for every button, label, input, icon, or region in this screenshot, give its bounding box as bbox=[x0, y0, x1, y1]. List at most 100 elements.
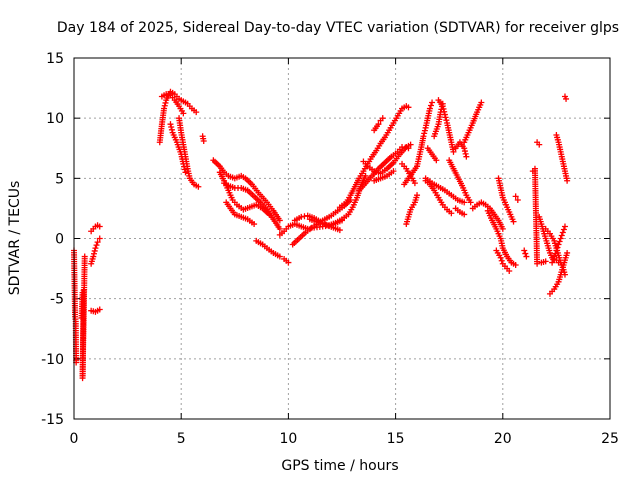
data-point bbox=[420, 133, 427, 140]
data-point bbox=[427, 102, 434, 109]
data-point bbox=[552, 250, 559, 257]
data-point bbox=[426, 105, 433, 112]
y-tick-label: -5 bbox=[50, 292, 64, 308]
x-tick-label: 5 bbox=[177, 431, 186, 447]
data-point bbox=[96, 306, 103, 313]
data-point bbox=[506, 267, 513, 274]
data-point bbox=[251, 221, 258, 228]
data-point bbox=[462, 150, 469, 157]
data-point bbox=[521, 247, 528, 254]
data-point bbox=[461, 145, 468, 152]
data-point bbox=[478, 99, 485, 106]
data-point bbox=[421, 127, 428, 134]
y-tick-label: -15 bbox=[41, 412, 64, 428]
data-point bbox=[390, 168, 397, 175]
data-point bbox=[498, 257, 505, 264]
data-point bbox=[542, 258, 549, 265]
data-point bbox=[561, 223, 568, 230]
data-point bbox=[554, 244, 561, 251]
data-point bbox=[407, 141, 414, 148]
data-point bbox=[497, 254, 504, 261]
data-point bbox=[276, 225, 283, 232]
data-point bbox=[433, 157, 440, 164]
ticks: 0 5 10 15 20 25 -15 -10 -5 0 5 10 15 bbox=[41, 51, 619, 447]
data-point bbox=[550, 256, 557, 263]
data-point bbox=[411, 180, 418, 187]
data-point bbox=[555, 241, 562, 248]
data-point bbox=[182, 169, 189, 176]
data-point bbox=[463, 153, 470, 160]
data-point bbox=[512, 193, 519, 200]
data-point bbox=[429, 99, 436, 106]
data-point bbox=[161, 102, 168, 109]
y-tick-label: 5 bbox=[55, 171, 64, 187]
y-tick-label: 0 bbox=[55, 232, 64, 248]
data-point bbox=[96, 235, 103, 242]
data-point bbox=[200, 138, 207, 145]
data-point bbox=[523, 253, 530, 260]
data-point bbox=[443, 117, 450, 124]
y-tick-label: 10 bbox=[46, 111, 64, 127]
x-axis-label: GPS time / hours bbox=[281, 458, 398, 474]
data-point bbox=[180, 110, 187, 117]
data-point bbox=[161, 105, 168, 112]
data-point bbox=[536, 141, 543, 148]
data-point bbox=[556, 238, 563, 245]
data-point bbox=[181, 166, 188, 173]
data-point bbox=[405, 104, 412, 111]
data-point bbox=[534, 260, 541, 267]
plot-frame bbox=[73, 57, 611, 420]
data-point bbox=[559, 229, 566, 236]
data-point bbox=[91, 250, 98, 257]
data-point bbox=[90, 253, 97, 260]
y-tick-label: 15 bbox=[46, 51, 64, 67]
data-point bbox=[461, 148, 468, 155]
data-point bbox=[467, 199, 474, 206]
data-point bbox=[414, 192, 421, 199]
x-tick-label: 25 bbox=[601, 431, 619, 447]
x-tick-label: 0 bbox=[70, 431, 79, 447]
data-point bbox=[557, 235, 564, 242]
data-point bbox=[442, 114, 449, 121]
data-point bbox=[564, 249, 571, 256]
data-point bbox=[439, 103, 446, 110]
data-point bbox=[551, 253, 558, 260]
data-point bbox=[195, 183, 202, 190]
data-point bbox=[448, 210, 455, 217]
data-point bbox=[96, 223, 103, 230]
data-point bbox=[561, 271, 568, 278]
data-point bbox=[514, 196, 521, 203]
data-point bbox=[440, 105, 447, 112]
data-point bbox=[362, 172, 369, 179]
chart-title: Day 184 of 2025, Sidereal Day-to-day VTE… bbox=[57, 20, 619, 36]
data-point bbox=[558, 232, 565, 239]
data-point bbox=[522, 250, 529, 257]
data-point bbox=[94, 239, 101, 246]
y-tick-label: -10 bbox=[41, 352, 64, 368]
data-point bbox=[168, 126, 175, 133]
data-point bbox=[336, 227, 343, 234]
data-point bbox=[461, 199, 468, 206]
data-point bbox=[563, 95, 570, 102]
data-point bbox=[510, 218, 517, 225]
data-point bbox=[276, 217, 283, 224]
data-point bbox=[81, 253, 88, 260]
data-point bbox=[499, 225, 506, 232]
data-point bbox=[92, 245, 99, 252]
x-tick-label: 10 bbox=[279, 431, 297, 447]
x-tick-label: 15 bbox=[387, 431, 405, 447]
data-point bbox=[560, 226, 567, 233]
data-point bbox=[168, 123, 175, 130]
data-point bbox=[450, 148, 457, 155]
data-point bbox=[167, 121, 174, 128]
data-point bbox=[375, 121, 382, 128]
data-point bbox=[441, 108, 448, 115]
data-point bbox=[276, 253, 283, 260]
x-tick-label: 20 bbox=[494, 431, 512, 447]
data-point bbox=[549, 259, 556, 266]
y-axis-label: SDTVAR / TECUs bbox=[7, 181, 23, 296]
data-point bbox=[93, 242, 100, 249]
data-point bbox=[564, 177, 571, 184]
data-point bbox=[421, 130, 428, 137]
